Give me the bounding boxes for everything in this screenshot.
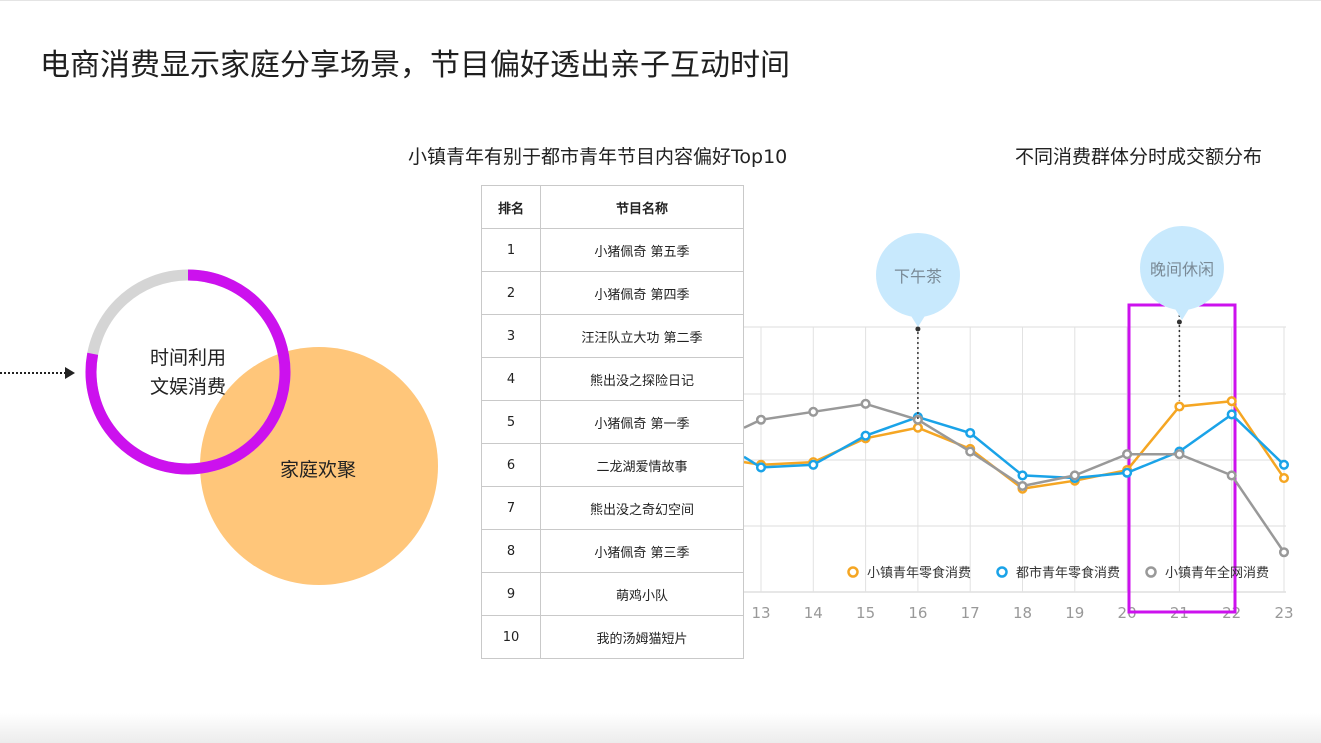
- series-line-3: [743, 402, 1286, 553]
- annotation-dot: [915, 326, 921, 332]
- bottom-shadow: [0, 713, 1321, 743]
- data-point: [755, 414, 767, 425]
- ring-progress-arc: [85, 269, 291, 475]
- annotation-bubble: [1140, 226, 1224, 310]
- table-row: 1 小猪佩奇 第五季: [481, 228, 744, 272]
- data-point: [1226, 409, 1237, 420]
- rank-cell: 8: [481, 529, 541, 573]
- program-name-cell: 我的汤姆猫短片: [540, 615, 744, 659]
- annotation-label: 下午茶: [894, 267, 942, 286]
- data-point: [1278, 459, 1290, 470]
- data-point: [965, 446, 976, 457]
- family-circle: [200, 347, 438, 585]
- program-name-cell: 小猪佩奇 第四季: [540, 271, 744, 315]
- ring-label-line1: 时间利用: [149, 347, 226, 369]
- circle-label: 家庭欢聚: [279, 459, 356, 481]
- table-title: 小镇青年有别于都市青年节目内容偏好Top10: [408, 146, 788, 168]
- table-row: 8 小猪佩奇 第三季: [481, 529, 744, 573]
- dotted-arrow-line: [0, 372, 66, 374]
- data-point: [912, 422, 923, 433]
- x-tick-label: 18: [1013, 604, 1032, 622]
- data-point: [1017, 480, 1028, 492]
- ring-label: 时间利用 文娱消费: [124, 344, 252, 402]
- page-title: 电商消费显示家庭分享场景，节目偏好透出亲子互动时间: [40, 48, 790, 83]
- table-row: 10 我的汤姆猫短片: [481, 615, 744, 659]
- x-tick-label: 17: [961, 604, 980, 622]
- rank-cell: 9: [481, 572, 541, 616]
- data-point: [1174, 401, 1185, 412]
- table-header-row: 排名 节目名称: [481, 185, 744, 229]
- rank-cell: 5: [481, 400, 541, 444]
- program-name-cell: 二龙湖爱情故事: [540, 443, 744, 487]
- legend-label: 都市青年零食消费: [1016, 565, 1120, 581]
- data-point: [1122, 467, 1133, 478]
- program-name-cell: 萌鸡小队: [540, 572, 744, 616]
- data-point: [912, 414, 923, 425]
- series-line-1: [743, 399, 1286, 490]
- data-point: [808, 406, 819, 417]
- legend-marker: [996, 566, 1008, 578]
- program-name-cell: 小猪佩奇 第一季: [540, 400, 744, 444]
- annotation-label: 晚间休闲: [1150, 260, 1214, 279]
- x-tick-label: 19: [1065, 604, 1084, 622]
- table-row: 9 萌鸡小队: [481, 572, 744, 616]
- x-tick-label: 15: [856, 604, 875, 622]
- ranking-table: 排名 节目名称 1 小猪佩奇 第五季 2 小猪佩奇 第四季 3 汪汪队立大功 第二季 4 熊出…: [481, 185, 744, 659]
- top-border: [0, 0, 1321, 1]
- data-point: [860, 430, 871, 441]
- x-tick-label: 13: [751, 604, 770, 622]
- rank-cell: 1: [481, 228, 541, 272]
- data-point: [1278, 473, 1290, 484]
- header-program: 节目名称: [540, 185, 744, 229]
- table-row: 2 小猪佩奇 第四季: [481, 271, 744, 315]
- rank-cell: 7: [481, 486, 541, 530]
- ring-label-line2: 文娱消费: [149, 376, 226, 398]
- x-tick-label: 23: [1274, 604, 1293, 622]
- rank-cell: 3: [481, 314, 541, 358]
- data-point: [1226, 396, 1237, 407]
- data-point: [1017, 470, 1028, 481]
- program-name-cell: 熊出没之探险日记: [540, 357, 744, 401]
- annotation-bubble: [876, 233, 960, 317]
- rank-cell: 2: [481, 271, 541, 315]
- rank-cell: 10: [481, 615, 541, 659]
- series-line-2: [743, 412, 1285, 480]
- program-name-cell: 汪汪队立大功 第二季: [540, 314, 744, 358]
- legend-label: 小镇青年全网消费: [1165, 565, 1269, 581]
- legend-marker: [847, 566, 859, 578]
- x-tick-label: 16: [908, 604, 927, 622]
- data-point: [965, 427, 976, 439]
- rank-cell: 6: [481, 443, 541, 487]
- data-point: [1122, 449, 1133, 460]
- legend-marker: [1145, 566, 1157, 578]
- table-row: 5 小猪佩奇 第一季: [481, 400, 744, 444]
- data-point: [860, 398, 871, 409]
- data-point: [1174, 449, 1185, 460]
- program-name-cell: 熊出没之奇幻空间: [540, 486, 744, 530]
- program-name-cell: 小猪佩奇 第五季: [540, 228, 744, 272]
- header-rank: 排名: [481, 185, 541, 229]
- table-row: 4 熊出没之探险日记: [481, 357, 744, 401]
- chart-title: 不同消费群体分时成交额分布: [1015, 146, 1263, 168]
- table-row: 6 二龙湖爱情故事: [481, 443, 744, 487]
- program-name-cell: 小猪佩奇 第三季: [540, 529, 744, 573]
- data-point: [1226, 470, 1237, 481]
- data-point: [808, 459, 819, 470]
- data-point: [1069, 470, 1080, 481]
- data-point: [1278, 547, 1290, 558]
- data-point: [755, 462, 767, 473]
- legend-label: 小镇青年零食消费: [867, 565, 971, 581]
- annotation-dot: [1176, 319, 1182, 325]
- table-row: 7 熊出没之奇幻空间: [481, 486, 744, 530]
- x-tick-label: 14: [804, 604, 823, 622]
- venn-diagram: [85, 269, 438, 585]
- x-tick-label: 20: [1118, 604, 1137, 622]
- rank-cell: 4: [481, 357, 541, 401]
- table-row: 3 汪汪队立大功 第二季: [481, 314, 744, 358]
- arrow-right-icon: [65, 367, 75, 379]
